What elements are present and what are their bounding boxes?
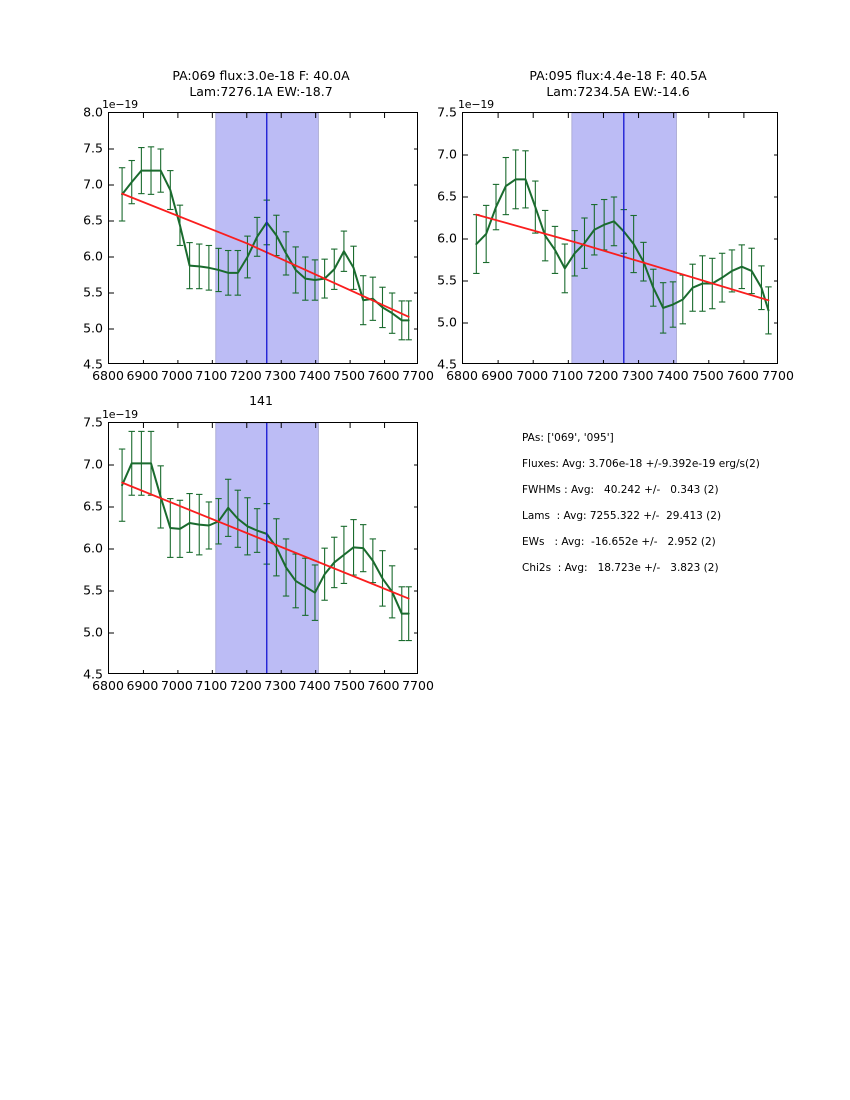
x-tick-label: 7000	[160, 368, 193, 383]
x-tick-label: 7700	[402, 678, 434, 693]
y-tick-label: 6.0	[437, 230, 457, 246]
panel-combined-title: 141	[249, 393, 273, 408]
y-tick-label: 5.0	[437, 314, 457, 330]
summary-text-block: PAs: ['069', '095'] Fluxes: Avg: 3.706e-…	[522, 432, 822, 582]
summary-line-chi2s: Chi2s : Avg: 18.723e +/- 3.823 (2)	[522, 562, 719, 574]
y-tick-label: 6.5	[437, 188, 457, 204]
y-tick-label: 5.5	[437, 272, 457, 288]
panel-pa095-title-line1: PA:095 flux:4.4e-18 F: 40.5A	[529, 68, 707, 83]
x-tick-label: 6900	[126, 368, 159, 383]
y-tick-label: 6.0	[83, 540, 103, 556]
panel-combined: 141 1e−19	[102, 393, 418, 693]
x-tick-label: 7300	[621, 368, 654, 383]
summary-line-pas: PAs: ['069', '095']	[522, 432, 614, 444]
x-tick-label: 7400	[298, 368, 331, 383]
fit-line	[475, 213, 770, 302]
panel-combined-plot-area	[109, 423, 417, 673]
y-tick-label: 7.5	[83, 414, 103, 430]
panel-pa095-axes	[462, 112, 778, 364]
x-tick-label: 7500	[333, 678, 366, 693]
y-tick-label: 7.5	[83, 140, 103, 156]
y-tick-label: 7.5	[437, 104, 457, 120]
x-tick-label: 7500	[333, 368, 366, 383]
fit-line	[121, 481, 410, 600]
panel-pa069-axes	[108, 112, 418, 364]
x-tick-label: 6900	[126, 678, 159, 693]
x-tick-label: 7700	[402, 368, 434, 383]
x-tick-label: 7400	[298, 678, 331, 693]
y-tick-label: 5.0	[83, 320, 103, 336]
summary-line-fwhms: FWHMs : Avg: 40.242 +/- 0.343 (2)	[522, 484, 719, 496]
y-tick-label: 4.5	[83, 356, 103, 372]
x-tick-label: 6800	[446, 368, 478, 383]
y-tick-label: 7.0	[437, 146, 457, 162]
y-tick-label: 7.0	[83, 176, 103, 192]
y-tick-label: 6.5	[83, 212, 103, 228]
x-tick-label: 7100	[195, 368, 228, 383]
panel-pa069-title-line2: Lam:7276.1A EW:-18.7	[189, 84, 333, 99]
panel-pa069: PA:069 flux:3.0e-18 F: 40.0A Lam:7276.1A …	[102, 68, 418, 368]
fit-line	[121, 192, 410, 318]
x-tick-label: 7100	[195, 678, 228, 693]
x-tick-label: 7000	[516, 368, 549, 383]
y-tick-label: 4.5	[437, 356, 457, 372]
panel-pa069-offset-label: 1e−19	[102, 98, 138, 111]
panel-pa095-title-line2: Lam:7234.5A EW:-14.6	[546, 84, 690, 99]
y-tick-label: 5.0	[83, 624, 103, 640]
y-tick-label: 8.0	[83, 104, 103, 120]
summary-line-fluxes: Fluxes: Avg: 3.706e-18 +/-9.392e-19 erg/…	[522, 458, 760, 470]
y-tick-label: 4.5	[83, 666, 103, 682]
x-tick-label: 7100	[551, 368, 584, 383]
x-tick-label: 6800	[92, 368, 124, 383]
x-tick-label: 7200	[586, 368, 619, 383]
x-tick-label: 7400	[656, 368, 689, 383]
x-tick-label: 7300	[264, 368, 297, 383]
panel-combined-offset-label: 1e−19	[102, 408, 138, 421]
x-tick-label: 7200	[229, 368, 262, 383]
y-tick-label: 6.0	[83, 248, 103, 264]
x-tick-label: 7500	[691, 368, 724, 383]
panel-pa069-plot-area	[109, 113, 417, 363]
x-tick-label: 7600	[367, 368, 400, 383]
panel-pa095-plot-area	[463, 113, 777, 363]
x-tick-label: 7600	[726, 368, 759, 383]
panel-pa095-offset-label: 1e−19	[458, 98, 494, 111]
summary-line-lams: Lams : Avg: 7255.322 +/- 29.413 (2)	[522, 510, 722, 522]
x-tick-label: 7200	[229, 678, 262, 693]
panel-pa095: PA:095 flux:4.4e-18 F: 40.5A Lam:7234.5A …	[458, 68, 778, 368]
panel-pa069-title: PA:069 flux:3.0e-18 F: 40.0A Lam:7276.1A …	[106, 68, 416, 100]
y-tick-label: 7.0	[83, 456, 103, 472]
x-tick-label: 7700	[762, 368, 794, 383]
x-tick-label: 7000	[160, 678, 193, 693]
x-tick-label: 7600	[367, 678, 400, 693]
panel-pa095-title: PA:095 flux:4.4e-18 F: 40.5A Lam:7234.5A …	[460, 68, 776, 100]
summary-line-ews: EWs : Avg: -16.652e +/- 2.952 (2)	[522, 536, 716, 548]
x-tick-label: 7300	[264, 678, 297, 693]
y-tick-label: 6.5	[83, 498, 103, 514]
x-tick-label: 6800	[92, 678, 124, 693]
y-tick-label: 5.5	[83, 582, 103, 598]
x-tick-label: 6900	[481, 368, 514, 383]
panel-pa069-title-line1: PA:069 flux:3.0e-18 F: 40.0A	[172, 68, 350, 83]
y-tick-label: 5.5	[83, 284, 103, 300]
panel-combined-axes	[108, 422, 418, 674]
